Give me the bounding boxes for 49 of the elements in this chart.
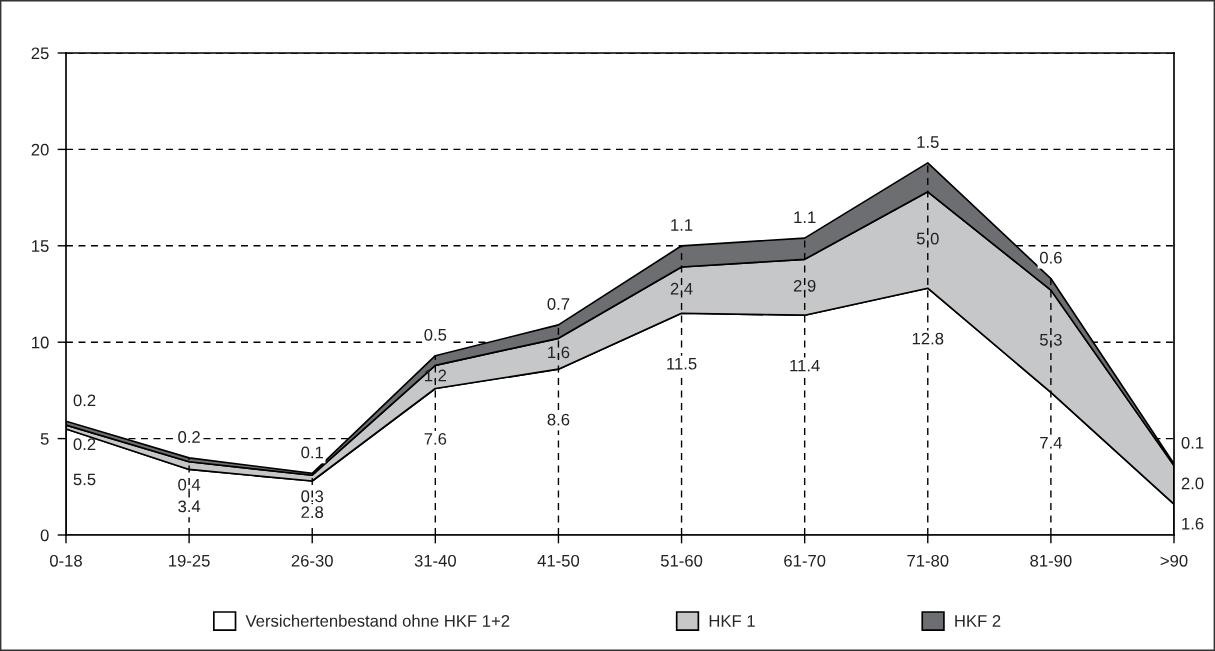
x-tick-label: 81-90 [1030,554,1072,567]
data-label: 0.5 [424,328,447,341]
data-label: 0.2 [178,431,200,443]
data-label: 3.4 [178,500,201,513]
x-tick-label: >90 [1160,554,1188,567]
data-label: 7.6 [424,432,447,445]
data-label: 0.7 [547,298,570,310]
y-tick-label: 10 [32,336,49,349]
data-label: 0.1 [1181,436,1204,449]
data-label: 7.4 [1040,437,1062,449]
legend-label: HKF 1 [709,615,755,627]
data-label: 2.8 [301,506,324,519]
data-label: 0.2 [73,394,96,407]
data-label: 1.1 [794,211,816,223]
x-tick-label: 71-80 [907,554,949,567]
y-tick-label: 25 [31,47,49,60]
data-label: 2.0 [1181,477,1204,490]
data-label: 0.4 [178,478,201,491]
legend-label: Versichertenbestand ohne HKF 1+2 [245,614,510,627]
data-label: 2.4 [670,282,693,295]
y-tick-label: 5 [40,433,49,445]
x-tick-label: 0-18 [49,554,82,567]
data-label: 0.1 [301,446,323,459]
data-label: 2.9 [793,279,816,292]
data-label: 5.3 [1039,333,1062,346]
data-label: 5.0 [916,232,939,245]
data-label: 11.4 [790,359,820,372]
data-label: 1.1 [671,219,693,231]
data-label: 0.6 [1039,251,1062,264]
data-label: 0.3 [301,490,324,503]
data-label: 8.6 [547,413,570,426]
data-label: 5.5 [73,473,96,486]
data-label: 1.2 [425,369,447,382]
data-label: 1.6 [1182,517,1204,530]
data-label: 12.8 [912,332,944,345]
x-tick-label: 19-25 [169,554,210,567]
y-tick-label: 20 [31,143,49,156]
data-label: 1.6 [548,346,570,359]
data-label: 11.5 [667,357,697,370]
x-tick-label: 61-70 [784,554,826,567]
y-tick-label: 0 [40,529,49,542]
legend-label: HKF 2 [955,615,1001,627]
x-tick-label: 41-50 [537,554,580,567]
x-tick-label: 26-30 [291,554,333,567]
x-tick-label: 31-40 [414,554,456,567]
x-tick-label: 51-60 [660,554,703,567]
data-label: 0.2 [73,438,96,451]
data-label: 1.5 [917,136,939,148]
y-tick-label: 15 [32,240,49,252]
